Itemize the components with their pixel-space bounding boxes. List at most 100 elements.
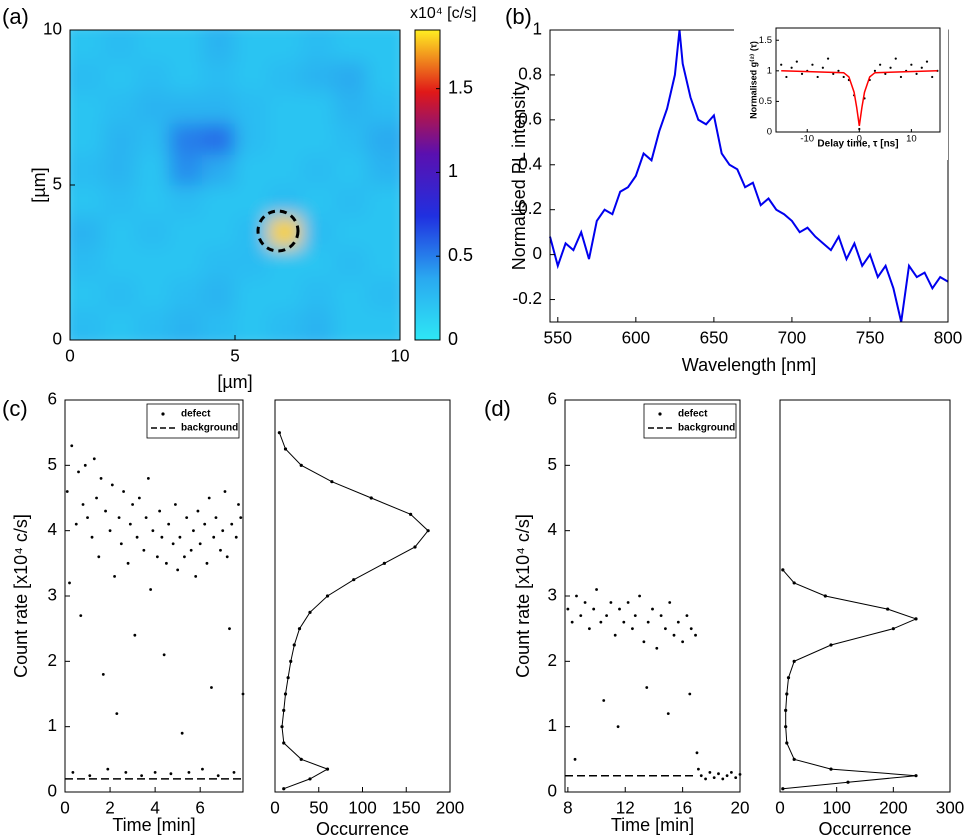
y-axis-label: Normalised g⁽²⁾ (τ) — [748, 41, 758, 119]
data-point — [894, 57, 897, 60]
heatmap-cell — [367, 123, 400, 155]
data-point — [144, 516, 148, 519]
x-tick-label: 200 — [879, 799, 908, 818]
data-point — [283, 447, 288, 451]
data-point — [784, 725, 788, 729]
data-point — [299, 757, 303, 761]
data-point — [110, 483, 114, 487]
colorbar — [414, 29, 441, 341]
data-point — [785, 741, 789, 745]
data-point — [790, 66, 793, 69]
data-point — [97, 555, 101, 559]
data-point — [689, 627, 693, 631]
data-point — [151, 529, 155, 533]
data-point — [910, 63, 913, 66]
data-point — [189, 548, 193, 552]
data-point — [570, 620, 574, 624]
data-point — [413, 545, 417, 549]
data-point — [90, 535, 94, 539]
data-point — [823, 594, 827, 598]
data-point — [931, 75, 934, 79]
data-point — [816, 75, 819, 79]
data-point — [210, 686, 213, 689]
data-point — [780, 63, 783, 66]
heatmap-cell — [169, 30, 203, 62]
heatmap-cell — [169, 216, 203, 248]
heatmap-cell — [202, 278, 236, 310]
heatmap-cell — [103, 247, 137, 279]
x-tick-label: 200 — [436, 799, 465, 818]
heatmap-cell — [202, 92, 236, 124]
data-point — [137, 496, 141, 500]
x-tick-label: 750 — [856, 329, 885, 348]
data-point — [122, 490, 125, 493]
data-point — [133, 633, 137, 637]
heatmap-cell — [301, 154, 335, 186]
heatmap-cell — [301, 61, 335, 93]
data-point — [708, 771, 712, 774]
data-point — [117, 516, 121, 519]
x-tick-label: 150 — [392, 799, 421, 818]
heatmap-cell — [136, 309, 170, 340]
y-tick-label: 1 — [47, 716, 57, 735]
x-axis-label: Time [min] — [611, 815, 694, 835]
heatmap-cell — [103, 185, 137, 217]
x-axis-label: Time [min] — [112, 815, 195, 835]
x-tick-label: 20 — [730, 799, 749, 818]
heatmap-cell — [334, 309, 368, 340]
data-point — [65, 490, 69, 493]
heatmap — [70, 30, 400, 340]
heatmap-cell — [301, 216, 335, 248]
data-point — [595, 588, 598, 591]
data-point — [203, 522, 207, 526]
heatmap-cell — [169, 185, 203, 217]
data-point — [721, 777, 725, 781]
heatmap-cell — [235, 278, 269, 310]
heatmap-cell — [202, 247, 236, 279]
heatmap-cell — [301, 30, 335, 62]
data-point — [786, 676, 791, 680]
heatmap-cells — [70, 30, 400, 340]
heatmap-cell — [235, 309, 269, 340]
data-point — [781, 568, 785, 572]
data-point — [194, 575, 198, 578]
data-point — [602, 699, 606, 702]
heatmap-cell — [169, 123, 203, 155]
data-point — [286, 676, 290, 680]
data-point — [369, 496, 373, 500]
data-point — [573, 757, 577, 761]
heatmap-cell — [367, 278, 400, 310]
heatmap-cell — [301, 123, 335, 155]
data-point — [77, 470, 80, 474]
data-point — [162, 653, 166, 657]
x-tick-label: 550 — [544, 329, 573, 348]
data-point — [915, 72, 918, 75]
y-tick-label: 0.8 — [518, 64, 542, 83]
data-point — [308, 610, 312, 614]
heatmap-cell — [268, 92, 302, 124]
x-tick-label: 50 — [309, 799, 328, 818]
data-point — [668, 601, 672, 604]
x-tick-label: 10 — [906, 134, 917, 145]
heatmap-cell — [235, 247, 269, 279]
data-point — [178, 535, 182, 539]
plot-frame — [564, 399, 741, 793]
heatmap-cell — [136, 30, 170, 62]
data-point — [681, 640, 685, 644]
data-point — [185, 516, 189, 519]
data-line — [782, 569, 918, 790]
heatmap-cell — [268, 154, 302, 186]
heatmap-cell — [202, 61, 236, 93]
y-axis-label: Normalised PL intensity — [509, 82, 529, 270]
heatmap-cell — [103, 30, 137, 62]
data-point — [155, 555, 159, 559]
heatmap-cell — [169, 309, 203, 340]
data-point — [352, 578, 356, 582]
data-point — [308, 777, 312, 781]
x-tick-label: 0 — [60, 799, 70, 818]
data-point — [575, 594, 578, 598]
data-point — [221, 529, 225, 533]
data-point — [176, 568, 180, 572]
data-point — [599, 620, 603, 624]
data-point — [239, 516, 243, 519]
